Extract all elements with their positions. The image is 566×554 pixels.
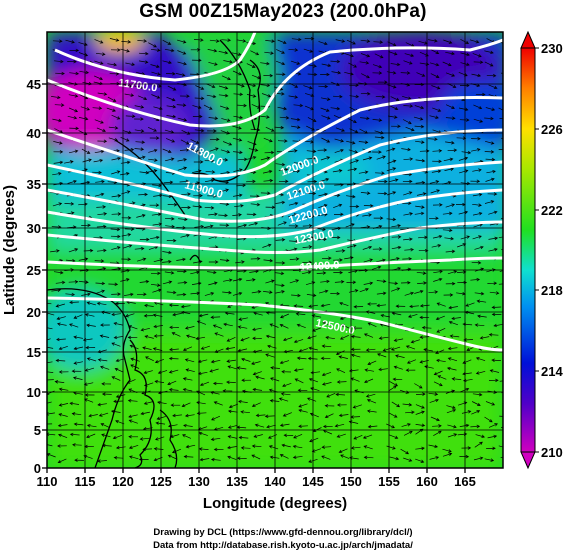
x-tick-label: 145 [302, 474, 324, 489]
x-tick-label: 140 [264, 474, 286, 489]
x-tick-label: 150 [340, 474, 362, 489]
colorbar-tick-label: 226 [541, 122, 563, 137]
colorbar-tick-label: 222 [541, 203, 563, 218]
y-tick-label: 20 [27, 305, 41, 320]
temperature-field: 11700.0 11800.0 11900.0 12000.0 12100.0 … [47, 32, 503, 468]
colorbar-gradient [520, 47, 536, 453]
colorbar-min-triangle [520, 451, 536, 470]
y-tick-label: 25 [27, 263, 41, 278]
x-tick-label: 120 [112, 474, 134, 489]
height-contours [47, 32, 503, 352]
figure-title: GSM 00Z15May2023 (200.0hPa) [139, 1, 427, 22]
x-tick-label: 125 [150, 474, 172, 489]
colorbar-max-triangle [520, 30, 536, 49]
x-axis-title: Longitude (degrees) [203, 495, 347, 512]
grid-lines [47, 32, 503, 468]
credit-data-source: Data from http://database.rish.kyoto-u.a… [153, 540, 413, 551]
x-tick-label: 135 [226, 474, 248, 489]
y-tick-label: 0 [34, 461, 41, 476]
x-tick-label: 130 [188, 474, 210, 489]
colorbar-tick-label: 230 [541, 41, 563, 56]
y-tick-label: 35 [27, 177, 41, 192]
y-axis-title: Latitude (degrees) [1, 185, 18, 315]
colorbar-tick-label: 214 [541, 364, 563, 379]
y-tick-label: 10 [27, 385, 41, 400]
colorbar-tick-label: 218 [541, 283, 563, 298]
x-tick-label: 110 [37, 474, 58, 489]
x-tick-label: 165 [454, 474, 476, 489]
x-tick-labels: 110 115 120 125 130 135 140 145 150 155 … [37, 474, 476, 489]
x-tick-label: 155 [378, 474, 400, 489]
y-tick-label: 40 [27, 126, 41, 141]
x-tick-label: 115 [75, 474, 96, 489]
colorbar: 210 214 218 222 226 230 [520, 30, 563, 470]
credit-drawing: Drawing by DCL (https://www.gfd-dennou.o… [153, 527, 413, 538]
y-tick-label: 5 [34, 423, 41, 438]
x-tick-label: 160 [416, 474, 438, 489]
axis-ticks [42, 83, 466, 473]
y-tick-label: 45 [27, 77, 41, 92]
y-tick-label: 15 [27, 345, 41, 360]
y-tick-labels: 0 5 10 15 20 25 30 35 40 45 [27, 77, 41, 476]
y-tick-label: 30 [27, 221, 41, 236]
colorbar-tick-label: 210 [541, 445, 563, 460]
contour-label: 11700.0 [118, 77, 158, 94]
